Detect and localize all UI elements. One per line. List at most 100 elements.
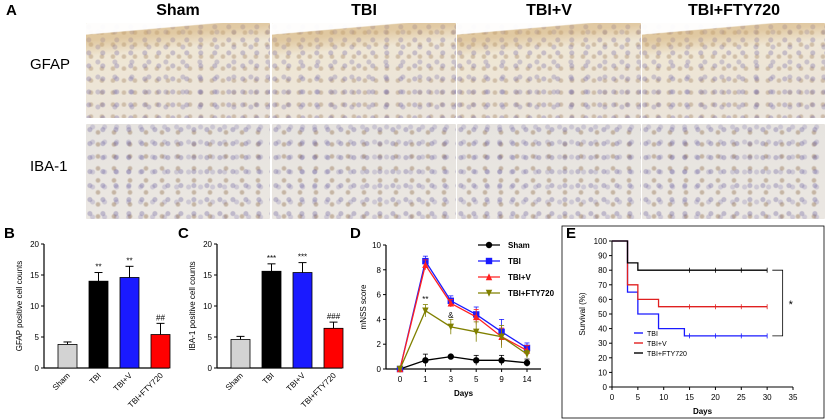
legend-label-tbi: TBI: [647, 331, 658, 338]
y-axis-label-c: IBA-1 positive cell counts: [188, 261, 197, 350]
y-tick-label: 0: [208, 364, 213, 373]
panel-letter-b: B: [4, 225, 15, 242]
x-axis-label-e: Days: [693, 407, 713, 416]
y-tick-label: 2: [377, 340, 382, 349]
micrograph-gfap-tbi: [272, 23, 456, 118]
data-point-tbi-fty720: [473, 328, 480, 336]
x-tick-label: 0: [610, 393, 615, 402]
x-tick-label: 14: [523, 375, 532, 384]
significance-label: ***: [298, 253, 307, 262]
y-tick-label: 10: [30, 302, 39, 311]
y-tick-label: 15: [30, 271, 39, 280]
x-tick-label: 35: [789, 393, 798, 402]
micrograph-iba1-tbi-fty720: [642, 124, 825, 219]
y-tick-label: 15: [203, 271, 212, 280]
panel-letter-a: A: [6, 2, 17, 19]
bar-tbi-fty720: [323, 327, 344, 369]
legend-label-tbi-fty720: TBI+FTY720: [647, 351, 687, 358]
y-tick-label: 90: [598, 252, 607, 261]
panel-e-frame: [561, 225, 825, 419]
y-tick-label: 6: [377, 291, 382, 300]
category-label: TBI+V: [285, 371, 308, 394]
column-title-sham: Sham: [156, 2, 200, 19]
y-tick-label: 10: [598, 368, 607, 377]
survival-curve-tbi-v: [612, 240, 768, 308]
significance-label: **: [422, 295, 428, 304]
bar-tbi-v: [292, 272, 313, 369]
x-tick-label: 3: [449, 375, 454, 384]
y-tick-label: 20: [598, 354, 607, 363]
x-tick-label: 25: [737, 393, 746, 402]
data-point-sham: [498, 357, 505, 364]
y-tick-label: 5: [208, 333, 213, 342]
y-tick-label: 100: [594, 237, 608, 246]
data-point-tbi-v: [473, 313, 480, 321]
bar-tbi: [88, 280, 109, 369]
data-point-sham: [422, 357, 429, 364]
survival-curve-tbi-fty720: [612, 240, 768, 271]
micrograph-gfap-tbi-v: [457, 23, 641, 118]
y-tick-label: 0: [377, 365, 382, 374]
significance-bracket: [772, 269, 784, 337]
survival-curve-tbi: [612, 240, 768, 337]
significance-label: **: [95, 263, 101, 272]
y-axis-label-d: mNSS score: [359, 284, 368, 329]
x-tick-label: 20: [711, 393, 720, 402]
bar-sham: [230, 339, 251, 369]
x-tick-label: 1: [423, 375, 428, 384]
y-tick-label: 50: [598, 310, 607, 319]
category-label: Sham: [224, 371, 245, 392]
y-tick-label: 8: [377, 266, 382, 275]
micrograph-gfap-tbi-fty720: [642, 23, 825, 118]
data-point-sham: [473, 357, 480, 364]
legend-label-tbi-fty720: TBI+FTY720: [508, 289, 555, 298]
y-tick-label: 20: [203, 240, 212, 249]
bar-sham: [57, 344, 78, 369]
category-label: TBI: [88, 371, 103, 386]
y-tick-label: 10: [203, 302, 212, 311]
column-title-tbi-fty720: TBI+FTY720: [687, 2, 781, 19]
x-tick-label: 10: [659, 393, 668, 402]
row-title-iba1: IBA-1: [30, 158, 68, 175]
y-tick-label: 60: [598, 295, 607, 304]
category-label: Sham: [51, 371, 72, 392]
y-tick-label: 4: [377, 315, 382, 324]
y-tick-label: 0: [35, 364, 40, 373]
significance-label: ##: [156, 313, 165, 322]
significance-label: *: [789, 299, 794, 311]
column-title-tbi: TBI: [351, 2, 377, 19]
x-tick-label: 30: [763, 393, 772, 402]
data-point-tbi-v: [447, 299, 454, 307]
x-tick-label: 5: [474, 375, 479, 384]
micrograph-iba1-sham: [86, 124, 270, 219]
legend-marker-tbi: [485, 257, 493, 265]
y-tick-label: 5: [35, 333, 40, 342]
legend-label-tbi-v: TBI+V: [508, 273, 532, 282]
y-tick-label: 10: [372, 241, 381, 250]
y-tick-label: 80: [598, 266, 607, 275]
x-tick-label: 0: [398, 375, 403, 384]
significance-label: ###: [327, 312, 341, 321]
bar-tbi-v: [119, 277, 140, 369]
row-title-gfap: GFAP: [30, 56, 71, 73]
y-tick-label: 70: [598, 281, 607, 290]
y-tick-label: 0: [603, 383, 608, 392]
panel-letter-c: C: [178, 225, 189, 242]
panel-letter-e: E: [566, 225, 576, 242]
y-axis-label-e: Survival (%): [578, 292, 587, 335]
x-axis-label-d: Days: [454, 389, 474, 398]
micrograph-iba1-tbi: [272, 124, 456, 219]
legend-marker-sham: [485, 241, 493, 249]
bar-tbi-fty720: [150, 334, 171, 369]
significance-label: **: [126, 256, 132, 265]
legend-marker-tbi-v: [485, 273, 493, 281]
significance-label: ***: [267, 254, 276, 263]
data-point-tbi-v: [422, 261, 429, 269]
y-axis-label-b: GFAP positive cell counts: [15, 261, 24, 352]
category-label: TBI+V: [112, 371, 135, 394]
legend-label-tbi-v: TBI+V: [647, 341, 667, 348]
data-point-sham: [523, 359, 531, 366]
significance-label: &: [448, 311, 454, 320]
y-tick-label: 30: [598, 339, 607, 348]
micrograph-gfap-sham: [86, 23, 270, 118]
